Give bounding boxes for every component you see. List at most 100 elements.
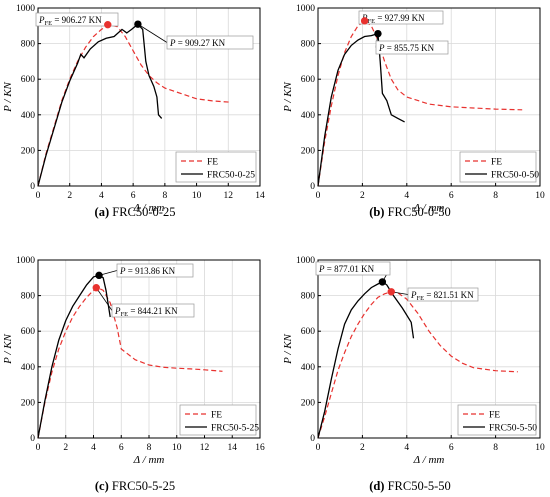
y-tick-label: 0 xyxy=(30,434,35,444)
callout-box xyxy=(111,303,195,318)
peak-marker xyxy=(378,278,387,286)
x-tick-label: 2 xyxy=(67,191,72,201)
x-tick-label: 2 xyxy=(63,443,68,453)
x-tick-label: 6 xyxy=(449,443,454,453)
legend-label: FRC50-0-50 xyxy=(491,171,539,181)
peak-marker xyxy=(374,29,382,38)
peak-marker xyxy=(95,271,103,280)
callout-leader xyxy=(95,287,113,311)
y-tick-label: 600 xyxy=(301,327,316,337)
x-tick-label: 0 xyxy=(36,443,41,453)
legend-box xyxy=(179,404,257,436)
callout-box xyxy=(407,287,479,302)
callout-label: PFE = 821.51 KN xyxy=(410,290,474,302)
x-tick-label: 12 xyxy=(224,191,234,201)
x-tick-label: 8 xyxy=(147,443,152,453)
y-axis-label: P / KN xyxy=(2,81,14,112)
x-tick-label: 0 xyxy=(316,191,321,201)
y-tick-label: 200 xyxy=(21,398,36,408)
legend-box xyxy=(457,404,537,436)
y-tick-label: 800 xyxy=(21,292,36,302)
y-tick-label: 600 xyxy=(21,75,36,85)
y-tick-label: 800 xyxy=(21,40,36,50)
x-tick-label: 16 xyxy=(255,443,265,453)
x-tick-label: 10 xyxy=(535,191,545,201)
plot-frame xyxy=(317,259,541,439)
y-tick-label: 1000 xyxy=(16,256,35,266)
y-axis-label: P / KN xyxy=(282,333,294,364)
y-tick-label: 800 xyxy=(301,292,316,302)
callout-box xyxy=(166,35,254,50)
y-tick-label: 200 xyxy=(301,146,316,156)
panel-caption: (c) FRC50-5-25 xyxy=(95,479,175,493)
y-tick-label: 0 xyxy=(30,182,35,192)
peak-marker xyxy=(92,284,100,292)
x-tick-label: 8 xyxy=(493,443,498,453)
y-tick-label: 400 xyxy=(21,363,36,373)
plot-frame xyxy=(317,7,541,187)
callout-label: P = 877.01 KN xyxy=(318,264,375,274)
x-tick-label: 4 xyxy=(404,191,409,201)
callout-box xyxy=(315,261,391,276)
legend-label: FE xyxy=(489,411,500,421)
x-tick-label: 12 xyxy=(200,443,210,453)
x-tick-label: 4 xyxy=(99,191,104,201)
y-tick-label: 600 xyxy=(21,327,36,337)
y-tick-label: 600 xyxy=(301,75,316,85)
x-tick-label: 4 xyxy=(404,443,409,453)
x-tick-label: 14 xyxy=(255,191,265,201)
chart-panel: 0 2 4 6 8 10 0 200 400 600 800 1000 Δ / mm P / KN P = … xyxy=(282,256,545,493)
x-tick-label: 0 xyxy=(316,443,321,453)
legend-box xyxy=(459,151,537,183)
x-axis-label: Δ / mm xyxy=(413,202,445,214)
y-tick-label: 800 xyxy=(301,40,316,50)
callout-label: P = 913.86 KN xyxy=(119,266,176,276)
legend-label: FE xyxy=(207,158,218,168)
x-axis-label: Δ / mm xyxy=(413,454,445,466)
legend-box xyxy=(175,151,257,183)
x-tick-label: 6 xyxy=(131,191,136,201)
legend-label: FE xyxy=(491,158,502,168)
legend-label: FE xyxy=(211,411,222,421)
x-tick-label: 10 xyxy=(535,443,545,453)
y-tick-label: 400 xyxy=(301,363,316,373)
callout-label: PFE = 844.21 KN xyxy=(114,306,178,318)
legend-label: FRC50-5-50 xyxy=(489,424,537,434)
y-tick-label: 200 xyxy=(301,398,316,408)
x-axis-label: Δ / mm xyxy=(133,454,165,466)
x-tick-label: 2 xyxy=(360,191,365,201)
y-axis-label: P / KN xyxy=(2,333,14,364)
x-tick-label: 10 xyxy=(172,443,182,453)
legend-label: FRC50-0-25 xyxy=(207,171,255,181)
x-tick-label: 6 xyxy=(119,443,124,453)
callout-label: PFE = 906.27 KN xyxy=(38,15,102,27)
peak-marker xyxy=(360,17,369,25)
chart-panel: 0 2 4 6 8 10 12 14 16 0 200 400 600 800 1000 Δ / mm P / … xyxy=(2,256,265,493)
x-tick-label: 6 xyxy=(449,191,454,201)
x-tick-label: 2 xyxy=(360,443,365,453)
callout-box xyxy=(116,263,194,278)
x-tick-label: 0 xyxy=(36,191,41,201)
y-tick-label: 400 xyxy=(301,111,316,121)
peak-marker xyxy=(387,288,395,296)
peak-marker xyxy=(134,20,142,28)
x-tick-label: 14 xyxy=(228,443,238,453)
x-tick-label: 4 xyxy=(91,443,96,453)
peak-marker xyxy=(104,20,112,29)
y-tick-label: 1000 xyxy=(296,256,315,266)
y-axis-label: P / KN xyxy=(282,81,294,112)
series-line xyxy=(37,274,111,439)
x-tick-label: 8 xyxy=(493,191,498,201)
callout-box xyxy=(375,40,449,55)
callout-leader xyxy=(137,23,168,43)
x-axis-label: Δ / mm xyxy=(133,202,165,214)
series-line xyxy=(317,20,523,187)
callout-box xyxy=(35,12,119,27)
panel-caption: (d) FRC50-5-50 xyxy=(369,479,451,493)
y-tick-label: 1000 xyxy=(296,4,315,14)
series-line xyxy=(317,32,405,187)
y-tick-label: 0 xyxy=(310,182,315,192)
panel-caption: (a) FRC50-0-25 xyxy=(95,205,176,219)
